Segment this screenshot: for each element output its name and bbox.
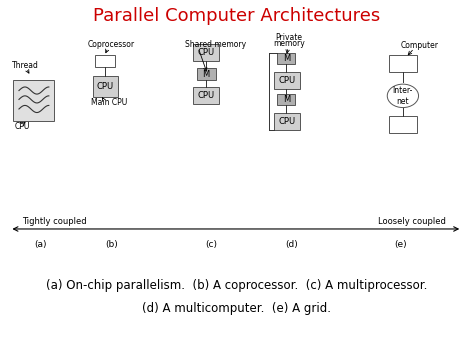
- Text: Tightly coupled: Tightly coupled: [22, 217, 87, 226]
- Text: Inter-
net: Inter- net: [393, 86, 413, 105]
- Text: Private: Private: [276, 33, 302, 43]
- Text: (e): (e): [394, 240, 407, 250]
- FancyBboxPatch shape: [389, 55, 417, 72]
- FancyBboxPatch shape: [277, 94, 295, 105]
- Text: (b): (b): [105, 240, 118, 250]
- Text: Shared memory: Shared memory: [185, 40, 246, 49]
- FancyBboxPatch shape: [389, 116, 417, 133]
- Text: (d): (d): [285, 240, 298, 250]
- FancyBboxPatch shape: [193, 44, 219, 61]
- Text: Parallel Computer Architectures: Parallel Computer Architectures: [93, 7, 381, 25]
- Text: (a) On-chip parallelism.  (b) A coprocessor.  (c) A multiprocessor.: (a) On-chip parallelism. (b) A coprocess…: [46, 279, 428, 292]
- Text: Computer: Computer: [401, 40, 438, 50]
- Text: (d) A multicomputer.  (e) A grid.: (d) A multicomputer. (e) A grid.: [143, 302, 331, 315]
- Text: Thread: Thread: [12, 61, 39, 70]
- Text: Coprocessor: Coprocessor: [88, 40, 135, 49]
- Text: CPU: CPU: [198, 91, 215, 100]
- Text: (c): (c): [205, 240, 217, 250]
- Circle shape: [387, 84, 419, 108]
- Text: CPU: CPU: [97, 82, 114, 91]
- FancyBboxPatch shape: [193, 87, 219, 104]
- FancyBboxPatch shape: [197, 68, 216, 80]
- FancyBboxPatch shape: [274, 72, 300, 89]
- FancyBboxPatch shape: [274, 113, 300, 130]
- Text: Main CPU: Main CPU: [91, 98, 127, 108]
- Text: M: M: [283, 95, 290, 104]
- Text: M: M: [283, 54, 290, 63]
- FancyBboxPatch shape: [13, 80, 54, 121]
- FancyBboxPatch shape: [95, 55, 115, 67]
- Text: Loosely coupled: Loosely coupled: [378, 217, 447, 226]
- FancyBboxPatch shape: [93, 76, 118, 97]
- Text: CPU: CPU: [278, 76, 295, 85]
- Text: CPU: CPU: [198, 48, 215, 57]
- Text: CPU: CPU: [278, 117, 295, 126]
- Text: CPU: CPU: [14, 121, 29, 131]
- Text: memory: memory: [273, 39, 305, 48]
- Text: (a): (a): [34, 240, 46, 250]
- Text: M: M: [202, 70, 210, 79]
- FancyBboxPatch shape: [277, 53, 295, 64]
